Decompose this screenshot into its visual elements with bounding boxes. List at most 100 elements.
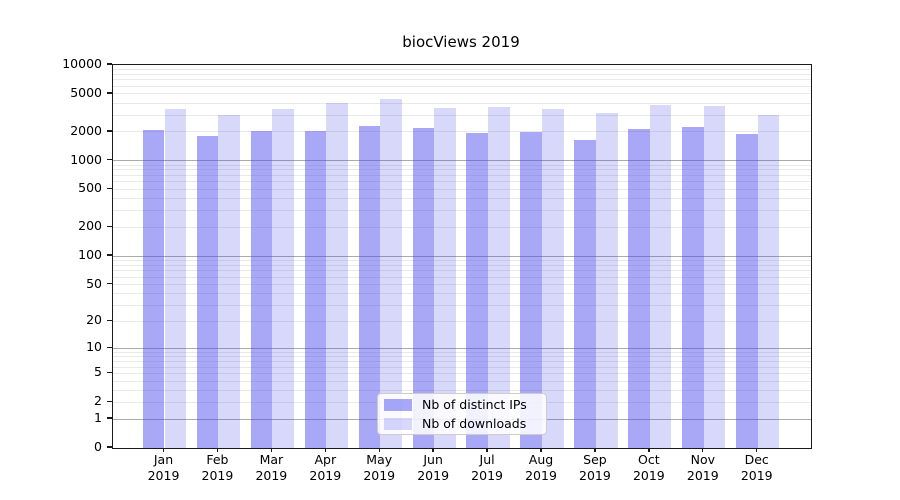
legend-label-downloads: Nb of downloads <box>422 416 527 431</box>
xtick-mark-jul <box>486 448 488 452</box>
xtick-label-apr: Apr 2019 <box>309 452 342 483</box>
gridline-minor-800 <box>113 169 811 171</box>
gridline-minor-700 <box>113 175 811 177</box>
gridline-minor-4000 <box>113 102 811 104</box>
bar-distinct-ips-oct <box>628 128 650 448</box>
ytick-label-500: 500 <box>78 180 102 196</box>
bar-distinct-ips-feb <box>196 135 219 448</box>
xtick-mark-apr <box>324 448 326 452</box>
bar-downloads-feb <box>218 115 241 448</box>
gridline-minor-5 <box>113 372 811 374</box>
chart-title: biocViews 2019 <box>402 33 520 51</box>
gridline-major-1000 <box>113 160 811 162</box>
gridline-major-100 <box>113 255 811 257</box>
ytick-label-200: 200 <box>78 218 102 234</box>
gridline-minor-30 <box>113 304 811 306</box>
ytick-mark-0 <box>107 446 112 448</box>
bar-distinct-ips-jun <box>412 127 435 448</box>
gridline-minor-500 <box>113 188 811 190</box>
gridline-minor-900 <box>113 164 811 166</box>
ytick-mark-1000 <box>107 159 112 161</box>
xtick-label-nov: Nov 2019 <box>686 452 719 483</box>
plot-area: Nb of distinct IPs Nb of downloads <box>112 64 812 449</box>
ytick-mark-5000 <box>107 92 112 94</box>
ytick-label-1: 1 <box>94 410 102 426</box>
gridline-minor-4 <box>113 380 811 382</box>
bar-downloads-mar <box>272 109 294 448</box>
gridline-minor-20 <box>113 320 811 322</box>
ytick-mark-20 <box>107 319 112 322</box>
xtick-label-aug: Aug 2019 <box>525 452 557 483</box>
bar-distinct-ips-aug <box>520 132 542 448</box>
ytick-label-1000: 1000 <box>70 151 102 167</box>
bar-distinct-ips-may <box>358 126 381 448</box>
xtick-label-jun: Jun 2019 <box>417 452 450 483</box>
bar-distinct-ips-jan <box>142 130 165 448</box>
gridline-minor-2000 <box>113 131 811 133</box>
bar-distinct-ips-sep <box>574 139 596 448</box>
gridline-minor-9000 <box>113 68 811 70</box>
gridline-minor-70 <box>113 270 811 272</box>
ytick-mark-10 <box>107 346 112 348</box>
legend: Nb of distinct IPs Nb of downloads <box>377 393 547 435</box>
ytick-label-50: 50 <box>86 275 102 291</box>
gridline-minor-40 <box>113 293 811 295</box>
xtick-label-oct: Oct 2019 <box>632 452 665 483</box>
bar-downloads-oct <box>649 105 672 448</box>
xtick-mark-dec <box>756 448 758 452</box>
gridline-minor-50 <box>113 284 811 285</box>
bar-downloads-jul <box>488 106 510 448</box>
gridline-minor-300 <box>113 210 811 212</box>
gridline-minor-60 <box>113 276 811 278</box>
bar-downloads-apr <box>326 102 348 448</box>
bar-downloads-dec <box>757 115 780 448</box>
xtick-mark-jan <box>162 448 165 452</box>
bar-downloads-may <box>380 99 402 448</box>
gridline-minor-5000 <box>113 93 811 95</box>
ytick-mark-1 <box>107 417 112 419</box>
xtick-mark-sep <box>594 448 596 452</box>
ytick-label-20: 20 <box>86 312 102 328</box>
xtick-mark-jun <box>432 448 434 452</box>
bar-distinct-ips-dec <box>736 134 758 448</box>
legend-swatch-downloads <box>384 417 412 430</box>
ytick-label-2000: 2000 <box>70 122 102 138</box>
ytick-label-5000: 5000 <box>70 84 102 100</box>
xtick-mark-may <box>378 448 380 452</box>
ytick-label-100: 100 <box>78 247 102 263</box>
ytick-label-5: 5 <box>94 364 102 380</box>
ytick-mark-2 <box>107 400 112 402</box>
xtick-mark-aug <box>540 448 542 452</box>
xtick-mark-nov <box>702 448 704 452</box>
bar-downloads-nov <box>703 106 726 448</box>
xtick-label-feb: Feb 2019 <box>201 452 234 483</box>
gridline-minor-3 <box>113 389 811 391</box>
gridline-minor-200 <box>113 226 811 228</box>
xtick-mark-oct <box>648 448 650 452</box>
gridline-minor-8 <box>113 356 811 358</box>
ytick-mark-5 <box>107 371 112 374</box>
xtick-mark-feb <box>216 448 219 452</box>
bar-downloads-jun <box>434 107 456 448</box>
ytick-mark-50 <box>107 282 112 285</box>
gridline-minor-7 <box>113 361 811 363</box>
legend-swatch-distinct-ips <box>384 398 412 411</box>
bar-downloads-aug <box>542 109 564 448</box>
ytick-label-0: 0 <box>94 439 102 454</box>
gridline-minor-6000 <box>113 85 811 87</box>
xtick-label-jul: Jul 2019 <box>471 452 503 483</box>
gridline-minor-90 <box>113 259 811 261</box>
xtick-mark-mar <box>270 448 273 452</box>
bar-distinct-ips-jul <box>466 132 489 448</box>
gridline-minor-7000 <box>113 79 811 81</box>
gridline-minor-9 <box>113 351 811 353</box>
gridline-minor-3000 <box>113 114 811 116</box>
bar-distinct-ips-mar <box>250 131 273 448</box>
xtick-label-sep: Sep 2019 <box>579 452 611 483</box>
bar-downloads-jan <box>164 108 187 448</box>
ytick-mark-500 <box>107 187 112 190</box>
ytick-mark-100 <box>107 254 112 256</box>
xtick-label-may: May 2019 <box>363 452 396 483</box>
gridline-minor-400 <box>113 198 811 200</box>
